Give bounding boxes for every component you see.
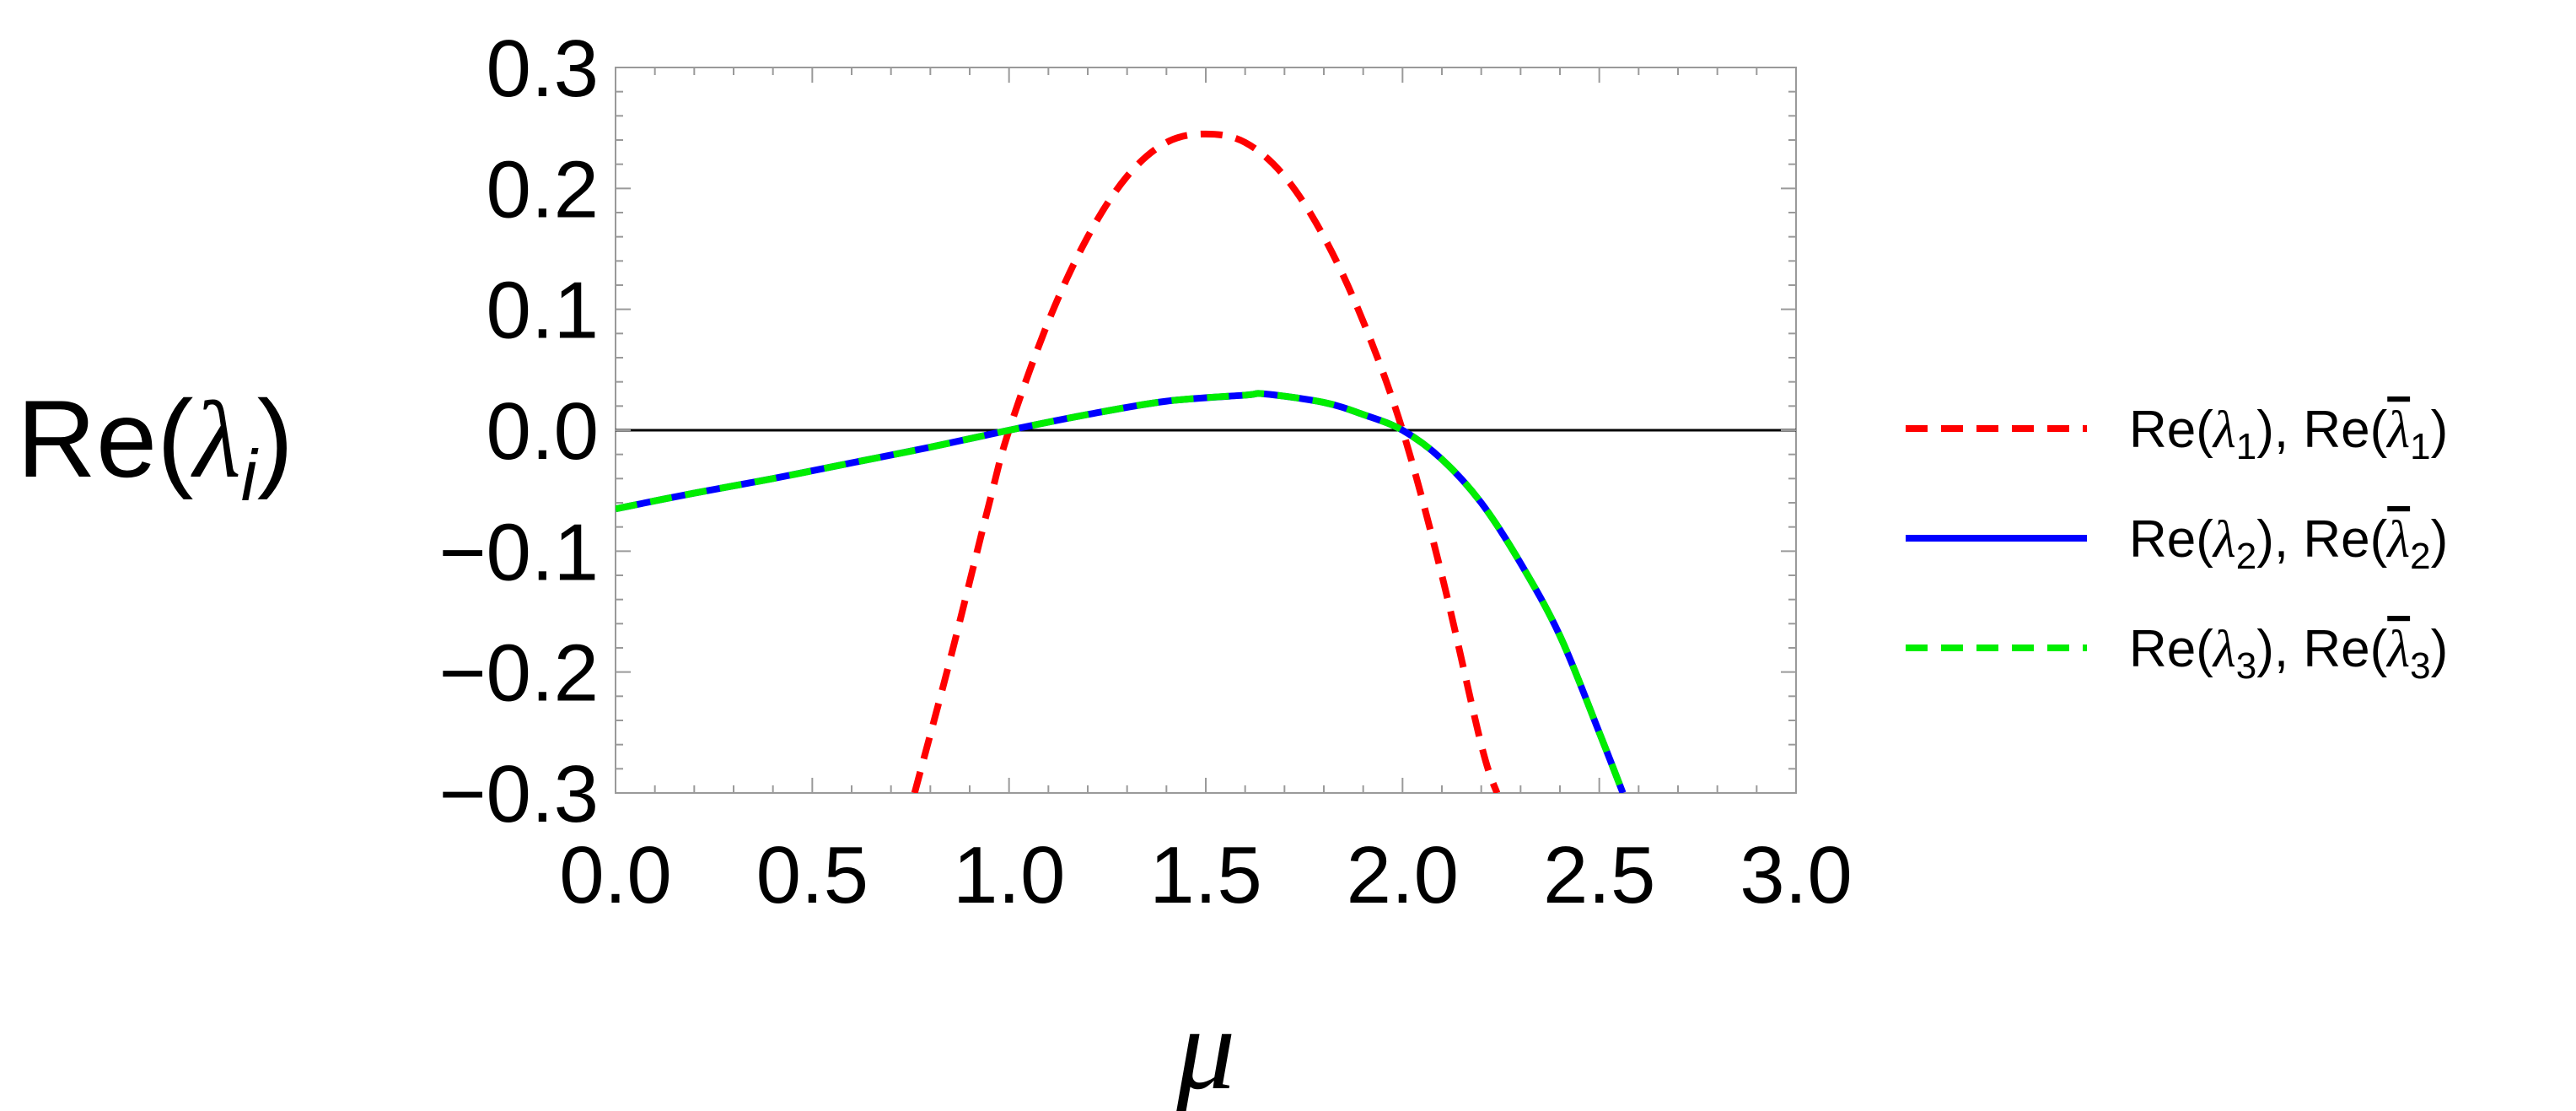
legend: Re(λ1), Re(λ1) Re(λ2), Re(λ2) Re(λ3), Re(λ… bbox=[1906, 401, 2448, 687]
series-line-1 bbox=[911, 130, 1501, 793]
x-tick-label: 1.0 bbox=[953, 830, 1065, 920]
series-line-3 bbox=[616, 390, 1627, 793]
x-tick-label: 1.5 bbox=[1149, 830, 1261, 920]
series-line-2 bbox=[616, 390, 1627, 793]
legend-label-1: Re(λ1), Re(λ1) bbox=[2129, 401, 2448, 467]
y-tick-label: 0.3 bbox=[487, 24, 599, 114]
y-tick-label: −0.3 bbox=[438, 749, 599, 839]
x-tick-label: 2.5 bbox=[1543, 830, 1655, 920]
legend-label-2: Re(λ2), Re(λ2) bbox=[2129, 510, 2448, 577]
y-tick-label: 0.1 bbox=[487, 266, 599, 356]
y-tick-label: −0.1 bbox=[438, 507, 599, 597]
legend-label-3: Re(λ3), Re(λ3) bbox=[2129, 620, 2448, 687]
x-tick-label: 0.5 bbox=[756, 830, 869, 920]
y-tick-label: −0.2 bbox=[438, 628, 599, 719]
y-tick-label: 0.2 bbox=[487, 144, 599, 235]
x-tick-label: 3.0 bbox=[1740, 830, 1852, 920]
x-tick-label: 2.0 bbox=[1347, 830, 1459, 920]
y-axis-title: Re(λi) bbox=[17, 377, 293, 516]
x-axis-title: μ bbox=[1175, 984, 1235, 1111]
y-tick-label: 0.0 bbox=[487, 386, 599, 477]
x-tick-label: 0.0 bbox=[559, 830, 671, 920]
